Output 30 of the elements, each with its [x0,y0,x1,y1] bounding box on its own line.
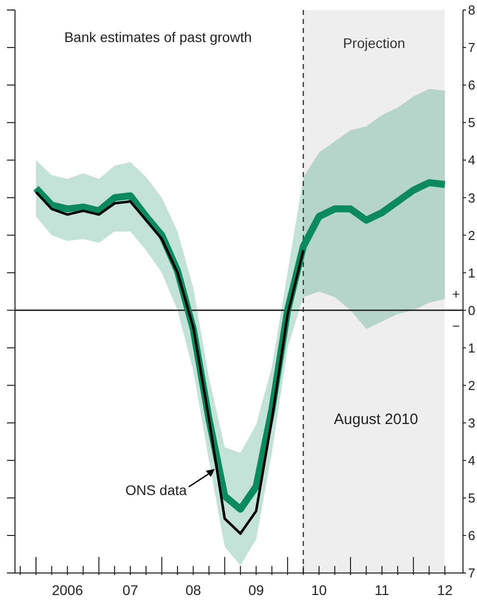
y-tick-label: 0 [468,302,476,318]
y-tick-label: 6 [468,528,476,544]
y-tick-label: 3 [468,415,476,430]
y-tick-label: 4 [468,152,476,168]
annotation: − [452,318,460,334]
y-tick-label: 7 [468,40,476,56]
x-tick-label: 12 [437,582,453,598]
y-tick-label: 2 [468,228,476,243]
y-tick-label: 4 [468,453,476,468]
y-tick-label: 3 [468,190,476,206]
y-tick-label: 5 [468,490,476,506]
y-tick-label: 2 [468,378,476,393]
y-tick-label: 5 [468,115,476,130]
line-series [34,190,305,535]
y-tick-label: 8 [468,2,476,18]
band-label: Projection [342,35,406,51]
x-tick-label: 08 [185,582,202,598]
annotation: + [452,286,460,302]
x-tick-label: 07 [122,582,138,598]
y-tick-label: 6 [468,78,476,93]
x-tick-label: 2006 [52,582,84,598]
annotation: Bank estimates of past growth [64,29,252,45]
annotation: August 2010 [334,411,418,428]
y-tick-label: 1 [468,340,476,356]
x-tick-label: 09 [248,582,264,598]
y-tick-label: 1 [468,265,476,280]
x-tick-label: 11 [374,582,390,598]
y-tick-label: 7 [468,566,476,581]
x-tick-label: 10 [311,582,328,598]
legend-label: ONS data [125,482,188,498]
